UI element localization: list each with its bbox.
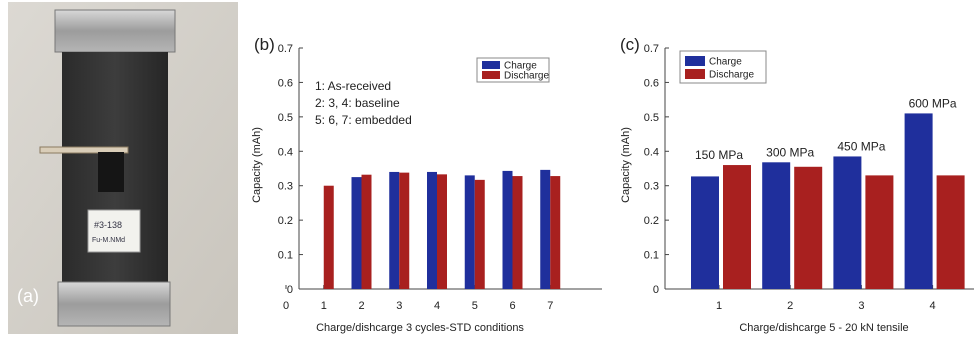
legend: Charge Discharge: [679, 50, 767, 84]
panel-a-label: (a): [17, 286, 39, 306]
id-tag-line2: Fu-M.NMd: [92, 237, 125, 244]
note-line: 5: 6, 7: embedded: [315, 113, 412, 127]
bar-charge: [904, 113, 933, 290]
stress-annotation: 300 MPa: [766, 145, 814, 159]
panel-c-label: (c): [620, 35, 640, 54]
bar-discharge: [936, 175, 965, 289]
x-tick-label: 2: [358, 300, 364, 312]
x-tick-label: 7: [547, 300, 553, 312]
bar-charge: [691, 176, 719, 289]
legend-swatch-discharge: [685, 69, 705, 79]
x-axis-title: Charge/dishcarge 3 cycles-STD conditions: [316, 322, 524, 334]
bar-discharge: [474, 179, 485, 289]
bar-discharge: [399, 172, 410, 289]
x-axis-title: Charge/dishcarge 5 - 20 kN tensile: [739, 322, 908, 334]
y-tick-label: 0: [653, 284, 659, 296]
y-tick-label: 0.6: [278, 77, 293, 89]
legend-swatch-charge: [482, 61, 500, 69]
legend-swatch-discharge: [482, 71, 500, 79]
stress-annotation: 150 MPa: [695, 148, 743, 162]
bar-charge: [351, 177, 362, 289]
bar-charge: [502, 170, 513, 289]
y-tick-label: 0.1: [278, 250, 293, 262]
embedded-battery: [98, 152, 124, 192]
y-tick-label: 0.4: [644, 146, 659, 158]
legend-label-charge: Charge: [709, 57, 742, 68]
x-tick-label: 0: [283, 300, 289, 312]
y-tick-label: 0.3: [278, 181, 293, 193]
x-tick-label: 6: [509, 300, 515, 312]
y-axis-title: Capacity (mAh): [620, 127, 632, 203]
bar-discharge: [512, 176, 523, 289]
y-tick-label: 0.6: [644, 77, 659, 89]
id-tag-line1: #3-138: [94, 220, 122, 230]
x-tick-label: 3: [396, 300, 402, 312]
chart-c-container: (c) Capacity (mAh) Charge/dishcarge 5 - …: [612, 0, 977, 345]
chart-b-container: (b) Capacity (mAh) Charge/dishcarge 3 cy…: [242, 0, 612, 345]
y-tick-label: 0.2: [644, 215, 659, 227]
bar-discharge: [794, 166, 823, 289]
notes: 1: As-received 2: 3, 4: baseline 5: 6, 7…: [315, 79, 412, 127]
y-tick-label: 0.5: [644, 112, 659, 124]
y-tick-label: 0.2: [278, 215, 293, 227]
panel-b-label: (b): [254, 35, 275, 54]
bar-charge: [833, 156, 862, 289]
legend-label-charge: Charge: [504, 61, 537, 72]
chart-b: (b) Capacity (mAh) Charge/dishcarge 3 cy…: [251, 35, 602, 334]
bar-charge: [389, 171, 400, 289]
bar-discharge: [723, 165, 751, 289]
bar-discharge: [437, 174, 447, 289]
y-tick-label: 0.7: [278, 43, 293, 55]
bar-charge: [540, 169, 551, 289]
stress-annotation: 600 MPa: [909, 96, 957, 110]
bar-discharge: [323, 185, 334, 289]
y-tick-label: 0.7: [644, 43, 659, 55]
y-tick-label: 0: [287, 284, 293, 296]
x-tick-label: 4: [434, 300, 440, 312]
stress-annotation: 450 MPa: [837, 139, 885, 153]
top-grip: [54, 9, 176, 53]
x-tick-label: 1: [716, 300, 722, 312]
legend: Charge Discharge: [476, 57, 550, 83]
x-tick-label: 5: [472, 300, 478, 312]
id-tag: [87, 209, 141, 253]
y-tick-label: 0.1: [644, 250, 659, 262]
y-axis-title: Capacity (mAh): [251, 127, 263, 203]
battery-tab: [39, 146, 129, 154]
note-line: 2: 3, 4: baseline: [315, 96, 400, 110]
bar-discharge: [865, 175, 894, 289]
specimen-photo-panel: #3-138 Fu-M.NMd (a): [0, 0, 242, 340]
bar-charge: [762, 162, 791, 289]
bottom-grip: [57, 281, 171, 327]
legend-label-discharge: Discharge: [504, 71, 549, 82]
bar-charge: [464, 175, 475, 289]
x-tick-label: 2: [787, 300, 793, 312]
legend-swatch-charge: [685, 56, 705, 66]
legend-label-discharge: Discharge: [709, 70, 754, 81]
x-tick-label: 4: [930, 300, 936, 312]
chart-c: (c) Capacity (mAh) Charge/dishcarge 5 - …: [620, 35, 974, 334]
bar-discharge: [361, 174, 372, 289]
y-tick-label: 0.3: [644, 181, 659, 193]
y-tick-label: 0.5: [278, 112, 293, 124]
x-tick-label: 3: [858, 300, 864, 312]
y-tick-label: 0.4: [278, 146, 293, 158]
bar-discharge: [550, 176, 561, 289]
note-line: 1: As-received: [315, 79, 391, 93]
bar-charge: [427, 171, 437, 289]
x-tick-label: 1: [321, 300, 327, 312]
specimen-photo: #3-138 Fu-M.NMd (a): [8, 2, 238, 334]
